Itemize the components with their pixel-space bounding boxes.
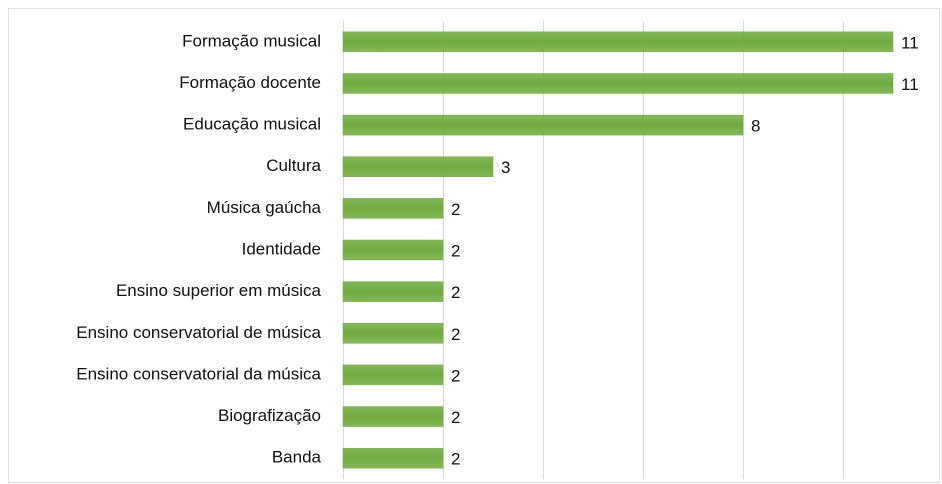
y-tick-label: Formação musical <box>182 31 321 50</box>
y-tick-label: Ensino superior em música <box>116 281 322 300</box>
data-label: 2 <box>451 366 460 385</box>
data-label: 3 <box>501 158 510 177</box>
y-tick-label: Educação musical <box>183 115 321 134</box>
bar <box>342 406 444 427</box>
bar <box>342 73 894 94</box>
y-tick-label: Ensino conservatorial da música <box>76 364 321 383</box>
data-label: 11 <box>901 33 919 52</box>
y-tick-label: Identidade <box>242 239 321 258</box>
bar <box>342 239 444 261</box>
data-label: 2 <box>451 325 460 344</box>
bar <box>342 114 744 136</box>
bar <box>342 364 444 386</box>
bar <box>342 198 444 219</box>
data-label: 2 <box>451 450 460 469</box>
y-tick-label: Música gaúcha <box>207 198 322 217</box>
y-tick-label: Biografização <box>218 406 321 425</box>
y-tick-label: Banda <box>272 448 322 467</box>
y-tick-label: Formação docente <box>179 73 321 92</box>
bar <box>342 156 494 177</box>
data-label: 2 <box>451 241 460 260</box>
y-tick-label: Ensino conservatorial de música <box>76 323 321 342</box>
bar <box>342 31 894 53</box>
bar <box>342 281 444 302</box>
data-label: 11 <box>901 75 919 94</box>
data-label: 2 <box>451 408 460 427</box>
bar <box>342 323 444 344</box>
data-label: 8 <box>751 117 760 136</box>
data-label: 2 <box>451 200 460 219</box>
data-label: 2 <box>451 283 460 302</box>
y-tick-label: Cultura <box>266 156 321 175</box>
bar <box>342 447 444 469</box>
